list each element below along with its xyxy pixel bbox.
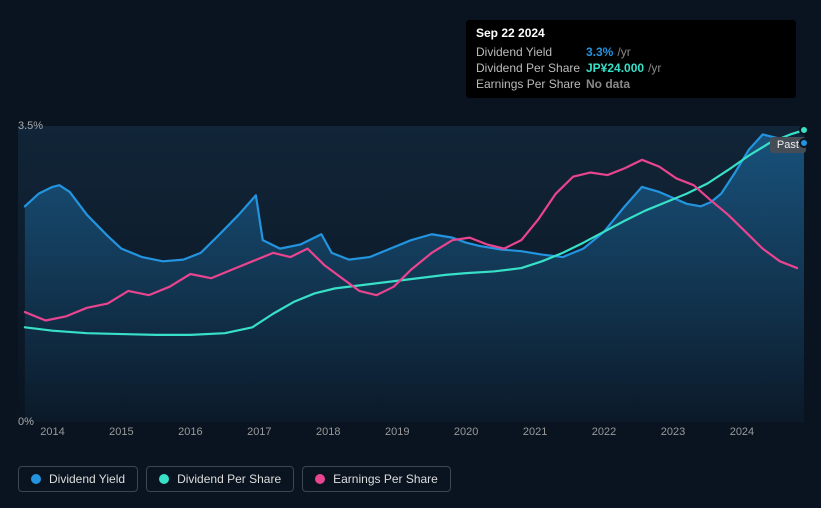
- legend: Dividend Yield Dividend Per Share Earnings…: [18, 466, 451, 492]
- x-tick-label: 2022: [592, 426, 616, 438]
- tooltip-row-label: Earnings Per Share: [476, 77, 586, 91]
- x-tick-label: 2018: [316, 426, 340, 438]
- legend-swatch: [31, 474, 41, 484]
- tooltip-row-suffix: /yr: [617, 45, 630, 59]
- tooltip-row-label: Dividend Yield: [476, 45, 586, 59]
- series-end-dot: [799, 138, 809, 148]
- chart-plot-area: 3.5%0% Past: [18, 126, 804, 422]
- legend-label: Earnings Per Share: [333, 472, 438, 486]
- legend-swatch: [315, 474, 325, 484]
- chart-svg: [18, 126, 804, 422]
- series-end-dot: [799, 125, 809, 135]
- x-tick-label: 2017: [247, 426, 271, 438]
- tooltip-row-value: 3.3%: [586, 45, 613, 59]
- tooltip-row-value: No data: [586, 77, 630, 91]
- legend-label: Dividend Yield: [49, 472, 125, 486]
- legend-item-earnings-per-share[interactable]: Earnings Per Share: [302, 466, 451, 492]
- x-tick-label: 2014: [40, 426, 64, 438]
- x-tick-label: 2024: [730, 426, 754, 438]
- tooltip-row: Earnings Per ShareNo data: [476, 76, 786, 92]
- legend-swatch: [159, 474, 169, 484]
- x-axis: 2014 2015 2016 2017 2018 2019 2020 2021 2022 2023…: [18, 422, 804, 442]
- legend-item-dividend-per-share[interactable]: Dividend Per Share: [146, 466, 294, 492]
- x-tick-label: 2021: [523, 426, 547, 438]
- hover-tooltip: Sep 22 2024 Dividend Yield3.3%/yrDividen…: [466, 20, 796, 98]
- tooltip-row-value: JP¥24.000: [586, 61, 644, 75]
- x-tick-label: 2020: [454, 426, 478, 438]
- x-tick-label: 2019: [385, 426, 409, 438]
- tooltip-row: Dividend Yield3.3% /yr: [476, 44, 786, 60]
- tooltip-row-suffix: /yr: [648, 61, 661, 75]
- x-tick-label: 2016: [178, 426, 202, 438]
- tooltip-date: Sep 22 2024: [476, 26, 786, 40]
- tooltip-row: Dividend Per ShareJP¥24.000/yr: [476, 60, 786, 76]
- tooltip-row-label: Dividend Per Share: [476, 61, 586, 75]
- x-tick-label: 2015: [109, 426, 133, 438]
- legend-label: Dividend Per Share: [177, 472, 281, 486]
- legend-item-dividend-yield[interactable]: Dividend Yield: [18, 466, 138, 492]
- x-tick-label: 2023: [661, 426, 685, 438]
